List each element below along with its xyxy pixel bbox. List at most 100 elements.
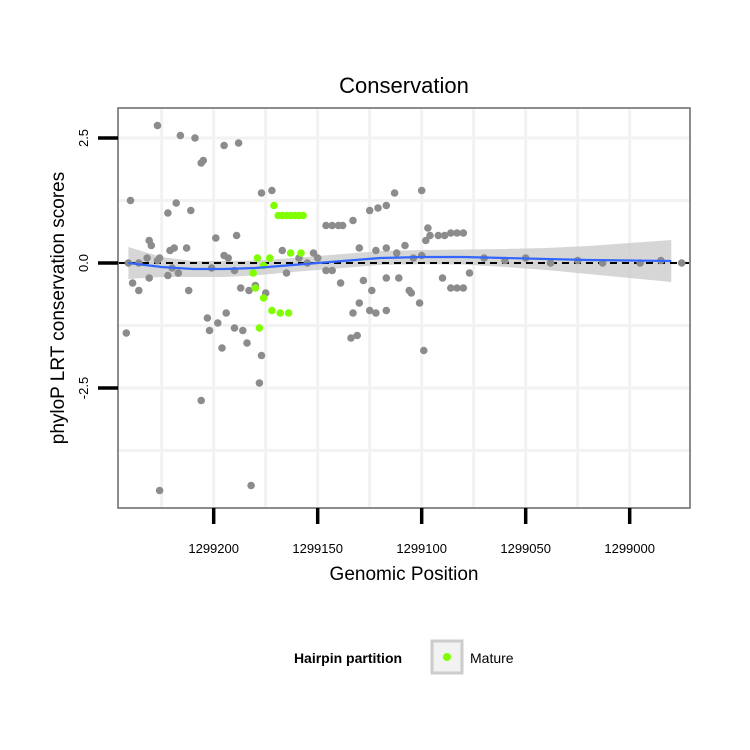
data-point-other bbox=[465, 269, 474, 277]
data-point-other bbox=[220, 141, 228, 150]
data-point-other bbox=[257, 351, 266, 360]
data-point-other bbox=[218, 344, 226, 352]
data-point-other bbox=[438, 274, 447, 282]
data-point-other bbox=[459, 229, 468, 237]
data-point-mature bbox=[284, 309, 293, 317]
data-point-other bbox=[447, 229, 455, 237]
data-point-other bbox=[372, 246, 380, 255]
y-tick-label: 2.5 bbox=[76, 129, 91, 147]
data-point-mature bbox=[255, 324, 264, 332]
data-point-other bbox=[122, 329, 131, 337]
data-point-other bbox=[239, 326, 247, 335]
data-point-other bbox=[368, 286, 376, 295]
data-point-other bbox=[349, 216, 357, 225]
data-point-other bbox=[372, 309, 380, 317]
data-point-other bbox=[126, 196, 135, 205]
data-point-mature bbox=[253, 254, 262, 262]
panel-background bbox=[118, 108, 690, 508]
data-point-other bbox=[349, 309, 357, 317]
data-point-other bbox=[234, 139, 243, 147]
data-point-other bbox=[143, 254, 151, 262]
data-point-other bbox=[145, 274, 153, 282]
data-point-other bbox=[390, 189, 399, 197]
data-point-other bbox=[322, 221, 330, 230]
data-point-other bbox=[155, 254, 164, 262]
x-axis-label: Genomic Position bbox=[330, 564, 479, 585]
y-axis: 2.5 0.0 -2.5 bbox=[76, 129, 118, 399]
data-point-other bbox=[247, 481, 255, 490]
panel-border bbox=[117, 107, 691, 509]
data-point-other bbox=[347, 334, 355, 342]
data-point-other bbox=[245, 286, 253, 295]
data-point-other bbox=[230, 324, 239, 332]
data-point-other bbox=[401, 241, 409, 250]
y-tick-label: -2.5 bbox=[76, 377, 91, 399]
data-point-mature bbox=[259, 294, 268, 302]
data-point-other bbox=[417, 186, 426, 195]
x-tick-label: 1299150 bbox=[292, 541, 343, 556]
plot-panel bbox=[117, 107, 691, 509]
data-point-other bbox=[153, 121, 162, 130]
data-point-mature bbox=[266, 254, 274, 262]
data-point-other bbox=[268, 186, 276, 195]
data-point-other bbox=[164, 271, 172, 280]
data-point-other bbox=[176, 131, 185, 140]
data-point-other bbox=[145, 236, 153, 245]
data-point-other bbox=[328, 266, 337, 275]
data-point-other bbox=[182, 244, 191, 252]
data-point-other bbox=[220, 251, 228, 260]
data-point-other bbox=[309, 249, 318, 257]
data-point-other bbox=[336, 279, 345, 287]
x-tick-label: 1299000 bbox=[604, 541, 655, 556]
data-point-other bbox=[355, 299, 364, 307]
data-point-other bbox=[459, 284, 468, 292]
data-point-other bbox=[184, 286, 193, 295]
data-point-other bbox=[203, 314, 212, 322]
data-point-other bbox=[282, 269, 291, 277]
data-point-other bbox=[255, 379, 264, 387]
data-point-other bbox=[365, 206, 374, 215]
data-point-other bbox=[222, 309, 230, 317]
data-point-other bbox=[395, 274, 403, 282]
data-point-other bbox=[424, 224, 432, 232]
data-point-mature bbox=[299, 211, 307, 220]
data-point-other bbox=[447, 284, 455, 292]
x-tick-label: 1299100 bbox=[396, 541, 447, 556]
data-point-other bbox=[415, 299, 424, 307]
data-point-other bbox=[426, 231, 434, 240]
data-point-other bbox=[365, 306, 374, 315]
data-point-other bbox=[359, 276, 368, 285]
data-point-other bbox=[440, 231, 449, 240]
data-point-other bbox=[546, 259, 555, 267]
data-point-other bbox=[205, 326, 214, 335]
data-point-other bbox=[322, 266, 330, 275]
data-point-other bbox=[677, 259, 686, 267]
data-point-other bbox=[174, 269, 183, 277]
x-tick-label: 1299200 bbox=[188, 541, 239, 556]
x-axis: 1299200 1299150 1299100 1299050 1299000 bbox=[188, 508, 655, 556]
data-point-other bbox=[128, 279, 137, 287]
data-point-other bbox=[243, 339, 251, 347]
legend-title: Hairpin partition bbox=[294, 650, 402, 666]
data-point-other bbox=[172, 199, 180, 207]
data-point-other bbox=[187, 206, 195, 215]
data-point-other bbox=[328, 221, 337, 230]
x-tick-label: 1299050 bbox=[500, 541, 551, 556]
y-tick-label: 0.0 bbox=[76, 254, 91, 272]
data-point-other bbox=[197, 159, 205, 167]
legend-label-mature: Mature bbox=[470, 650, 514, 666]
data-point-other bbox=[313, 254, 322, 262]
data-point-other bbox=[191, 134, 199, 142]
data-point-other bbox=[422, 236, 430, 245]
data-point-other bbox=[453, 284, 461, 292]
data-point-other bbox=[170, 244, 178, 252]
data-point-other bbox=[382, 244, 391, 252]
data-point-other bbox=[374, 204, 382, 212]
smooth-trend-line bbox=[128, 255, 672, 271]
data-point-other bbox=[212, 234, 220, 242]
data-points bbox=[122, 121, 686, 495]
data-point-other bbox=[353, 331, 362, 340]
data-point-other bbox=[382, 201, 391, 210]
data-point-mature bbox=[297, 249, 305, 257]
